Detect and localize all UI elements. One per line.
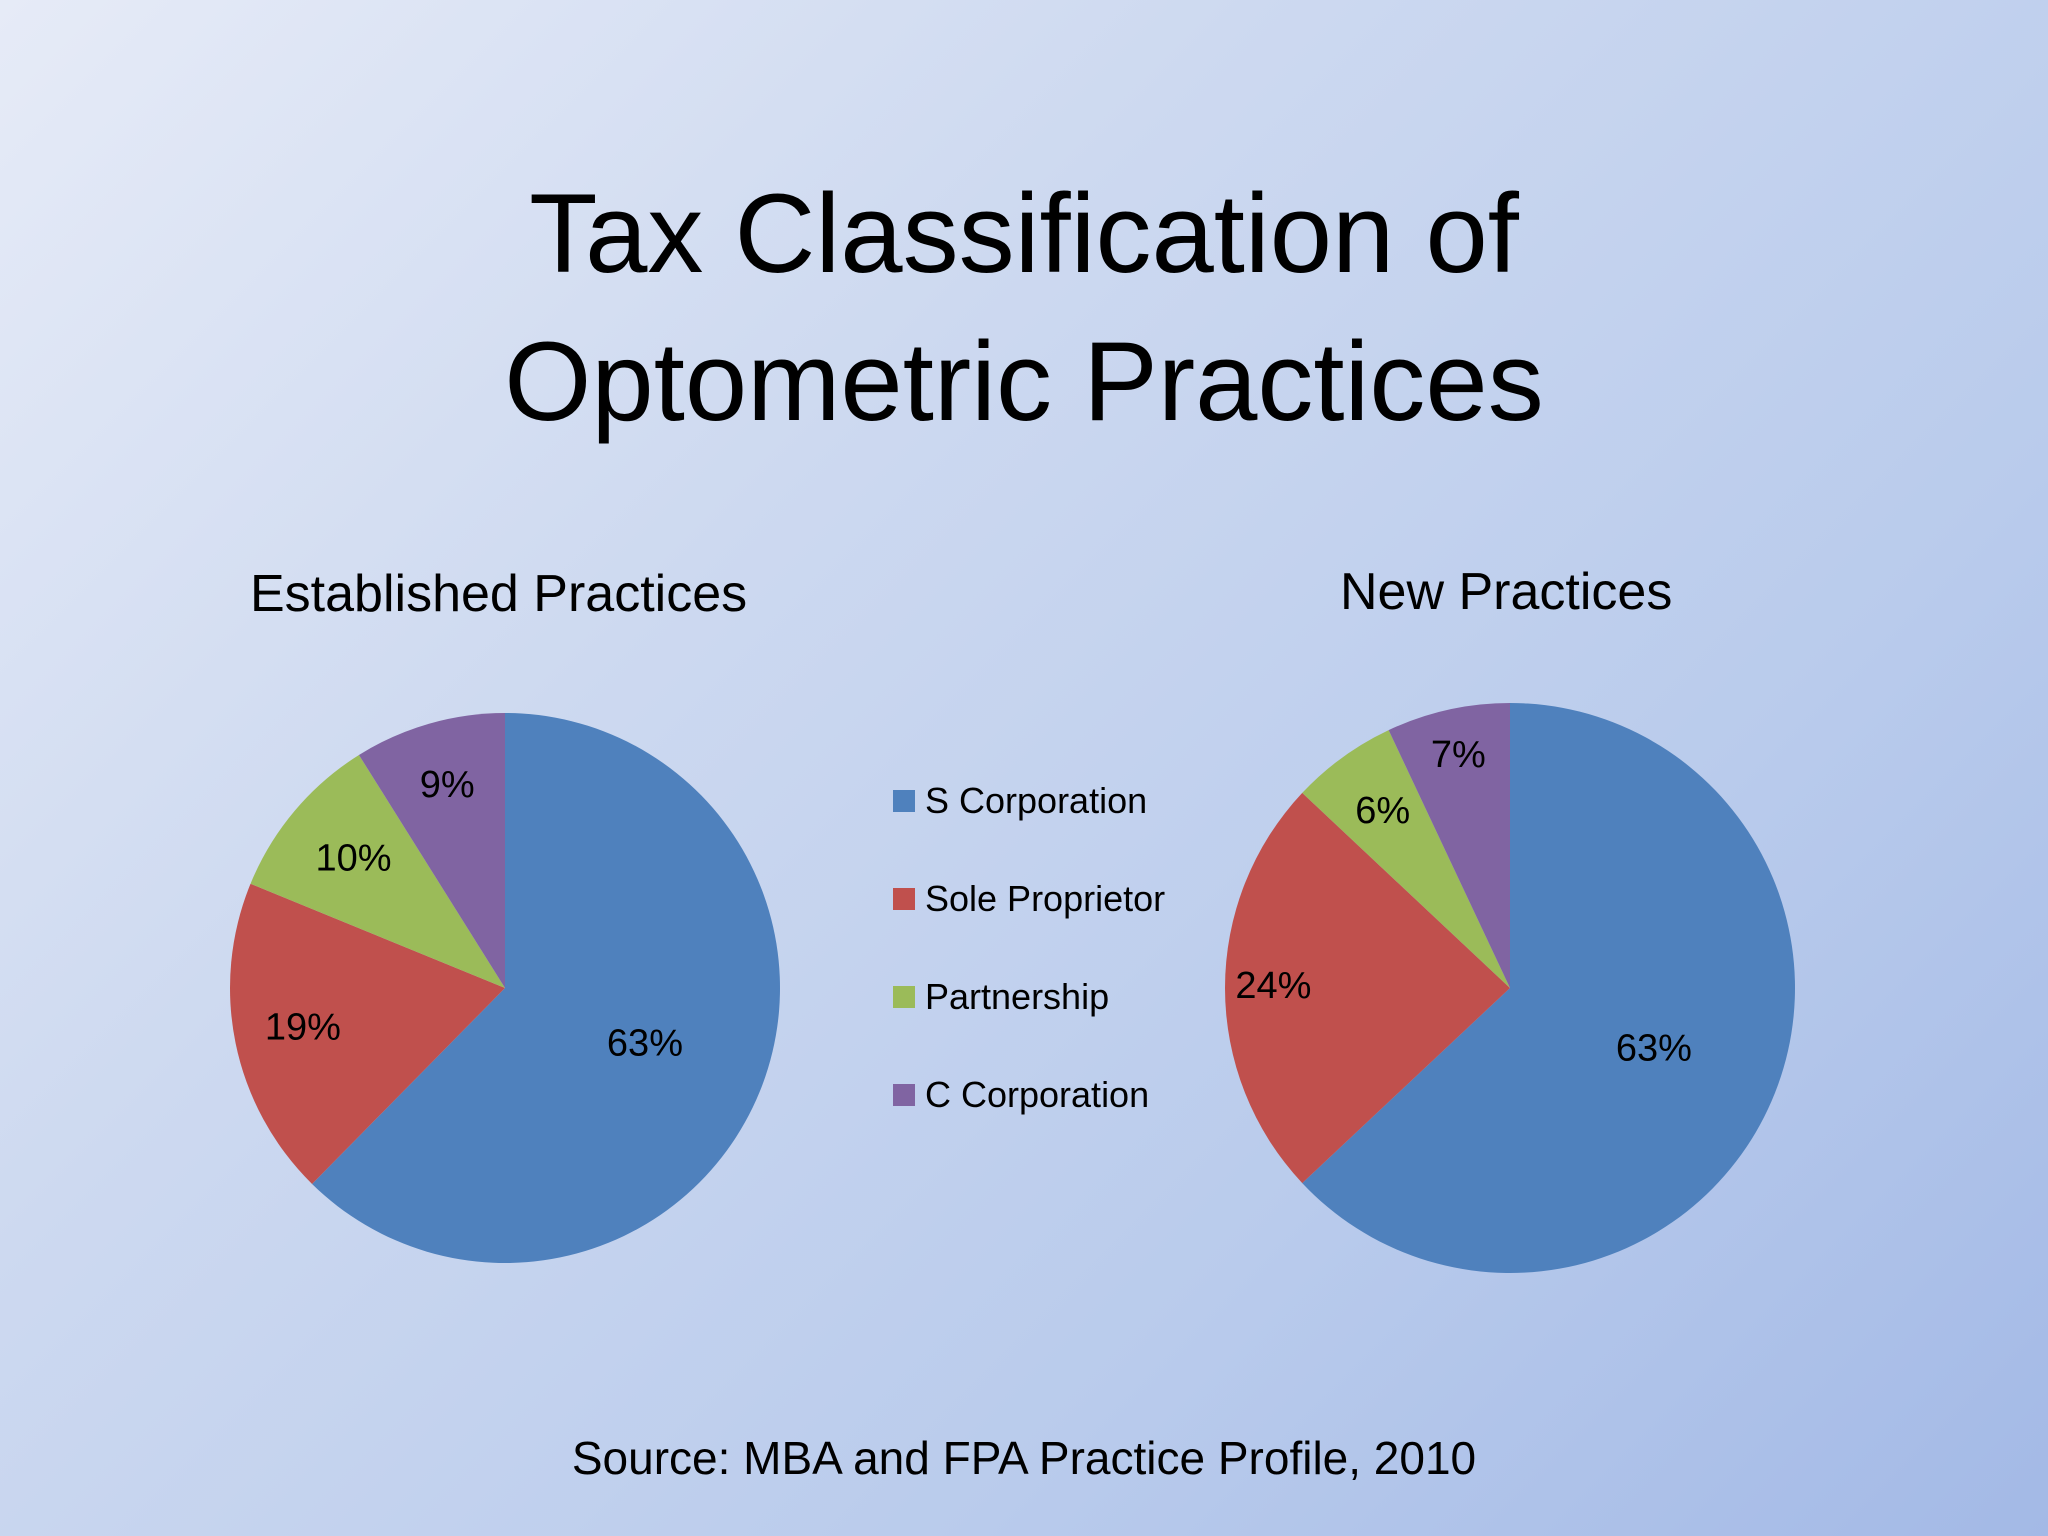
slide-title: Tax Classification of Optometric Practic… [0,160,2048,456]
established-pie-slice-s-corporation [312,713,781,1263]
established-pie-slice-c-corporation [358,713,505,988]
new-practices-pie: 63% 24% 6% 7% [1224,703,1795,1273]
new-pie-slice-c-corporation [1388,703,1510,988]
new-pie-label-partnership: 6% [1355,790,1410,832]
slide-title-line-1: Tax Classification of [529,171,1519,296]
established-pie-slice-sole-proprietor [230,883,505,1184]
legend-item-sole-proprietor: Sole Proprietor [893,850,1165,948]
established-pie-label-sole-proprietor: 19% [265,1006,341,1048]
new-pie-slice-partnership [1302,730,1510,988]
chart-legend: S Corporation Sole Proprietor Partnershi… [893,752,1165,1144]
established-pie-slice-partnership [250,754,505,988]
legend-item-c-corporation: C Corporation [893,1046,1165,1144]
legend-item-s-corporation: S Corporation [893,752,1165,850]
legend-swatch-sole-proprietor [893,888,915,910]
legend-swatch-c-corporation [893,1084,915,1106]
legend-item-partnership: Partnership [893,948,1165,1046]
new-pie-slice-sole-proprietor [1224,792,1510,1184]
legend-label-c-corporation: C Corporation [925,1074,1150,1115]
established-pie-label-c-corporation: 9% [420,764,475,806]
legend-swatch-partnership [893,986,915,1008]
new-chart-title: New Practices [1340,563,1673,621]
legend-label-sole-proprietor: Sole Proprietor [925,878,1166,919]
slide-title-line-2: Optometric Practices [504,319,1544,444]
new-pie-slice-s-corporation [1302,703,1795,1273]
established-chart-title: Established Practices [250,565,748,623]
established-pie-label-partnership: 10% [316,837,392,879]
legend-label-partnership: Partnership [925,976,1110,1017]
new-pie-label-sole-proprietor: 24% [1235,965,1311,1007]
legend-swatch-s-corporation [893,790,915,812]
new-pie-label-c-corporation: 7% [1431,734,1486,776]
legend-label-s-corporation: S Corporation [925,780,1148,821]
new-pie-label-s-corporation: 63% [1616,1027,1692,1069]
source-caption: Source: MBA and FPA Practice Profile, 20… [571,1432,1477,1484]
established-practices-pie: 63% 19% 10% 9% [230,713,781,1263]
established-pie-label-s-corporation: 63% [607,1022,683,1064]
